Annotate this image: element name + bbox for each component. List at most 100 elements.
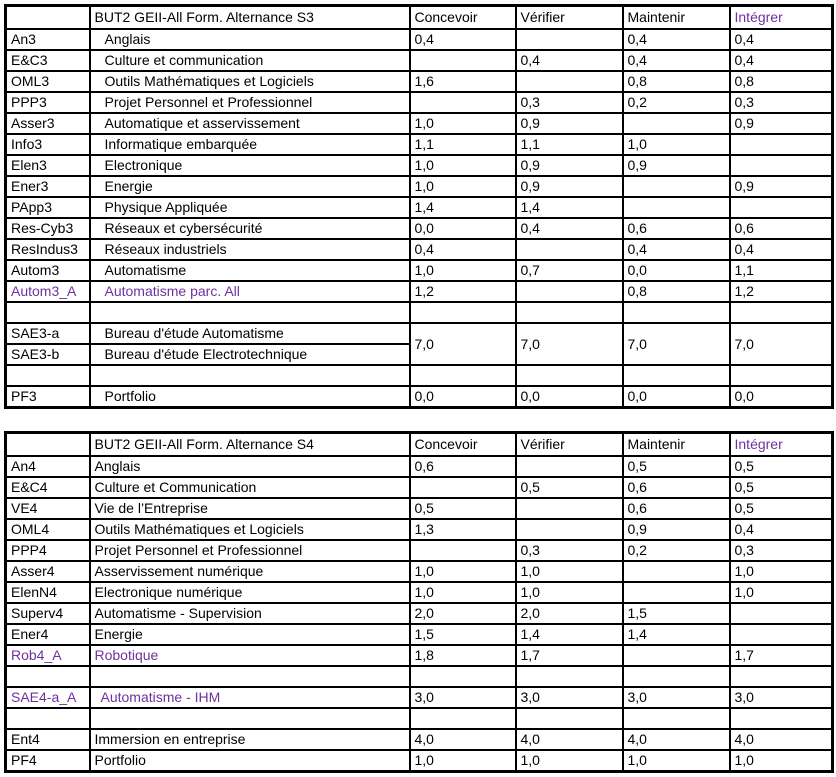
value-cell: 1,8 (408, 644, 517, 667)
s3-table-title: BUT2 GEII-All Form. Alternance S3 (88, 4, 411, 30)
value-cell: 0,8 (621, 280, 731, 303)
empty-cell (408, 364, 517, 387)
module-code-cell: Ent4 (4, 728, 91, 751)
module-label-cell: Bureau d'étude Electrotechnique (88, 343, 411, 366)
module-label-cell: Culture et communication (88, 49, 411, 72)
value-cell (728, 196, 834, 219)
value-cell: 1,7 (728, 644, 834, 667)
value-cell: 0,5 (514, 476, 624, 499)
empty-cell (88, 665, 411, 688)
value-cell (408, 91, 517, 114)
module-label-cell: Informatique embarquée (88, 133, 411, 156)
table-gap (4, 409, 832, 431)
value-cell: 0,4 (408, 238, 517, 261)
module-code-cell: SAE4-a_A (4, 686, 91, 709)
module-code-cell: Ener3 (4, 175, 91, 198)
value-cell: 1,3 (408, 518, 517, 541)
empty-cell (514, 364, 624, 387)
value-cell: 1,4 (621, 623, 731, 646)
empty-cell (4, 301, 91, 324)
value-cell: 0,4 (728, 238, 834, 261)
table-row-ent4: Ent4 Immersion en entreprise 4,0 4,0 4,0… (4, 728, 834, 751)
s4-table-title: BUT2 GEII-All Form. Alternance S4 (88, 431, 411, 457)
s4-header-empty-cell (4, 431, 91, 457)
value-cell: 4,0 (408, 728, 517, 751)
module-code-cell: PApp3 (4, 196, 91, 219)
module-code-cell: ResIndus3 (4, 238, 91, 261)
value-cell: 0,0 (408, 217, 517, 240)
value-cell (728, 602, 834, 625)
module-label-cell: Culture et Communication (88, 476, 411, 499)
table-row-papp3: PApp3 Physique Appliquée 1,4 1,4 (4, 196, 834, 219)
value-cell: 4,0 (621, 728, 731, 751)
module-code-cell: E&C4 (4, 476, 91, 499)
module-code-cell: PF4 (4, 749, 91, 773)
module-label-cell: Anglais (88, 28, 411, 51)
value-cell: 1,0 (408, 175, 517, 198)
table-row-rescyb3: Res-Cyb3 Réseaux et cybersécurité 0,0 0,… (4, 217, 834, 240)
value-cell: 0,5 (728, 455, 834, 478)
value-cell: 1,0 (408, 581, 517, 604)
module-code-cell: Superv4 (4, 602, 91, 625)
module-code-cell: Rob4_A (4, 644, 91, 667)
table-row-superv4: Superv4 Automatisme - Supervision 2,0 2,… (4, 602, 834, 625)
module-code-cell: OML4 (4, 518, 91, 541)
table-row-ppp4: PPP4 Projet Personnel et Professionnel 0… (4, 539, 834, 562)
empty-cell (728, 707, 834, 730)
value-cell: 0,4 (728, 28, 834, 51)
s3-table: BUT2 GEII-All Form. Alternance S3 Concev… (4, 4, 834, 409)
value-cell: 0,4 (514, 49, 624, 72)
value-cell: 1,1 (514, 133, 624, 156)
value-cell: 0,4 (728, 518, 834, 541)
value-cell (728, 623, 834, 646)
s4-column-header-maintenir: Maintenir (621, 431, 731, 457)
value-cell: 0,6 (408, 455, 517, 478)
value-cell: 1,0 (728, 749, 834, 773)
table-row-rob4a: Rob4_A Robotique 1,8 1,7 1,7 (4, 644, 834, 667)
value-cell: 0,4 (408, 28, 517, 51)
value-cell: 0,0 (621, 385, 731, 409)
table-row-spacer (4, 707, 834, 730)
value-cell (621, 560, 731, 583)
value-cell (514, 280, 624, 303)
empty-cell (408, 301, 517, 324)
value-cell: 1,6 (408, 70, 517, 93)
value-cell (621, 196, 731, 219)
module-label-cell: Energie (88, 623, 411, 646)
module-label-cell: Outils Mathématiques et Logiciels (88, 70, 411, 93)
value-cell: 1,0 (621, 133, 731, 156)
value-cell: 0,0 (728, 385, 834, 409)
module-code-cell: Asser4 (4, 560, 91, 583)
value-cell: 1,2 (408, 280, 517, 303)
merged-value-cell: 7,0 (728, 322, 834, 366)
module-code-cell: ElenN4 (4, 581, 91, 604)
value-cell: 3,0 (728, 686, 834, 709)
value-cell: 0,3 (728, 91, 834, 114)
empty-cell (621, 364, 731, 387)
value-cell: 1,2 (728, 280, 834, 303)
value-cell: 4,0 (514, 728, 624, 751)
value-cell: 1,0 (728, 560, 834, 583)
value-cell: 1,4 (514, 623, 624, 646)
table-row-ec3: E&C3 Culture et communication 0,4 0,4 0,… (4, 49, 834, 72)
value-cell: 0,4 (728, 49, 834, 72)
value-cell (514, 455, 624, 478)
empty-cell (728, 301, 834, 324)
table-row-ec4: E&C4 Culture et Communication 0,5 0,6 0,… (4, 476, 834, 499)
module-code-cell: SAE3-b (4, 343, 91, 366)
value-cell: 0,9 (514, 154, 624, 177)
s3-column-header-integrer: Intégrer (728, 4, 834, 30)
s3-column-header-verifier: Vérifier (514, 4, 624, 30)
table-row-ener4: Ener4 Energie 1,5 1,4 1,4 (4, 623, 834, 646)
empty-cell (728, 665, 834, 688)
table-row-ve4: VE4 Vie de l’Entreprise 0,5 0,6 0,5 (4, 497, 834, 520)
module-label-cell: Outils Mathématiques et Logiciels (88, 518, 411, 541)
value-cell: 1,0 (621, 749, 731, 773)
value-cell: 0,5 (728, 476, 834, 499)
value-cell: 1,0 (408, 259, 517, 282)
empty-cell (408, 707, 517, 730)
value-cell (728, 154, 834, 177)
table-row-elenn4: ElenN4 Electronique numérique 1,0 1,0 1,… (4, 581, 834, 604)
value-cell: 0,0 (621, 259, 731, 282)
s3-column-header-concevoir: Concevoir (408, 4, 517, 30)
